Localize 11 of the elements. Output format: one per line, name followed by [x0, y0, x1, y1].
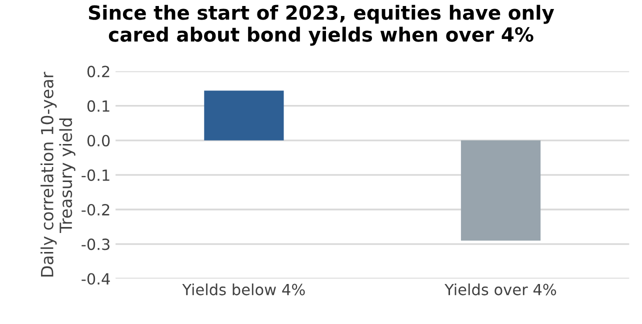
x-tick-label: Yields below 4% — [182, 284, 305, 296]
x-tick-label: Yields over 4% — [444, 284, 556, 296]
y-tick-label: 0.2 — [87, 66, 110, 78]
y-axis-title: Daily correlation 10-year Treasury yield — [40, 72, 76, 276]
y-tick-label: 0.0 — [87, 134, 110, 146]
y-tick-label: -0.4 — [82, 273, 110, 285]
y-tick-label: -0.3 — [82, 238, 110, 250]
y-tick-label: 0.1 — [87, 100, 110, 112]
y-tick-label: -0.2 — [82, 204, 110, 216]
y-tick-label: -0.1 — [82, 169, 110, 181]
chart-title: Since the start of 2023, equities have only cared about bond yields when over 4% — [88, 4, 554, 46]
